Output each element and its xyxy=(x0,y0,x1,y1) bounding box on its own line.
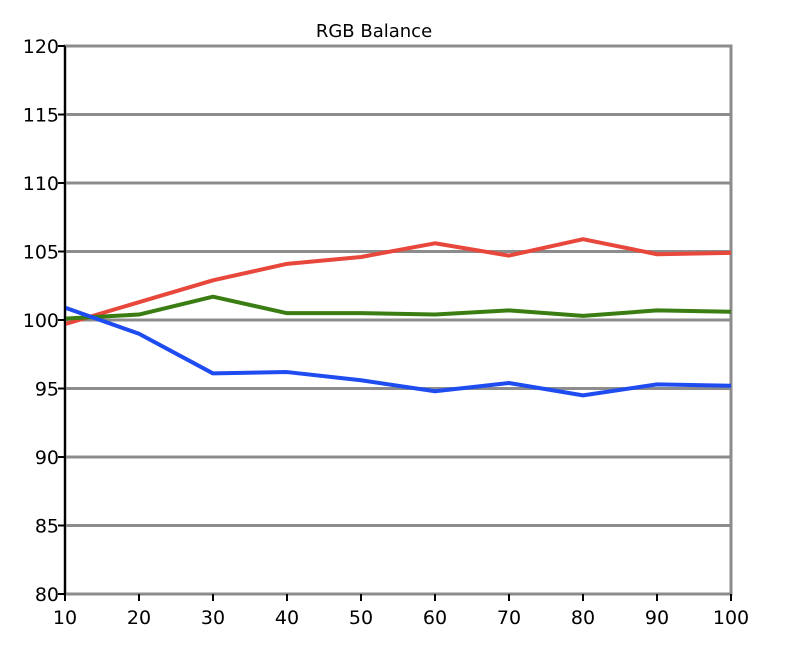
y-tick-label: 80 xyxy=(35,584,59,606)
x-tick-label: 90 xyxy=(645,607,669,629)
x-tick-label: 80 xyxy=(571,607,595,629)
y-tick-label: 95 xyxy=(35,379,59,401)
y-tick-label: 105 xyxy=(23,242,59,264)
y-tick-label: 120 xyxy=(23,36,59,58)
x-tick-label: 60 xyxy=(423,607,447,629)
x-tick-label: 50 xyxy=(349,607,373,629)
x-axis-ticks: 10 20 30 40 50 60 70 80 90 100 xyxy=(53,594,749,629)
series-line-1 xyxy=(64,237,732,327)
x-tick-label: 100 xyxy=(713,607,749,629)
y-tick-label: 85 xyxy=(35,516,59,538)
series-line-3 xyxy=(64,305,732,398)
grid-lines xyxy=(65,113,731,527)
x-tick-label: 20 xyxy=(127,607,151,629)
series-lines xyxy=(64,237,732,398)
chart-title: RGB Balance xyxy=(316,21,432,42)
x-tick-label: 10 xyxy=(53,607,77,629)
series-line-2 xyxy=(64,294,732,321)
y-tick-label: 100 xyxy=(23,310,59,332)
y-tick-label: 110 xyxy=(23,173,59,195)
y-tick-label: 115 xyxy=(23,105,59,127)
x-tick-label: 40 xyxy=(275,607,299,629)
y-axis-ticks: 80 85 90 95 100 105 110 115 120 xyxy=(23,36,66,606)
x-tick-label: 70 xyxy=(497,607,521,629)
x-tick-label: 30 xyxy=(201,607,225,629)
y-tick-label: 90 xyxy=(35,447,59,469)
